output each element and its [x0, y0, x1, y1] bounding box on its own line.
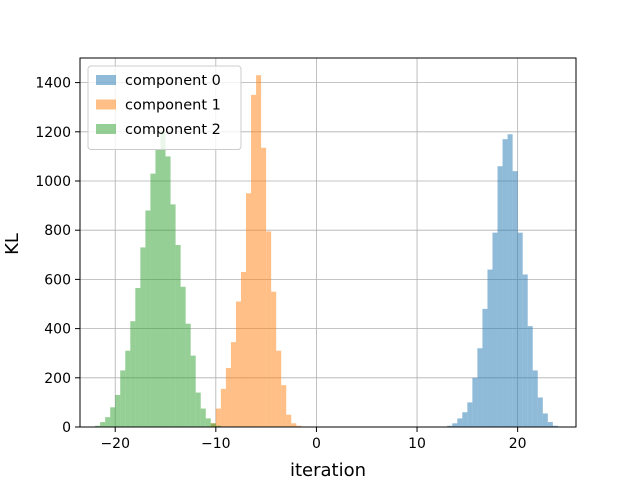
histogram-bar [537, 397, 543, 427]
histogram-bar [251, 94, 257, 428]
histogram-bar [482, 308, 488, 427]
histogram-bar [542, 413, 548, 427]
histogram-bar [120, 370, 126, 427]
histogram-bar [225, 367, 231, 427]
histogram-bar [246, 193, 252, 427]
histogram-bar [130, 321, 136, 427]
histogram-bar [105, 417, 111, 427]
histogram-bar [185, 323, 191, 427]
series-0-bars [447, 134, 558, 428]
y-tick-label: 0 [62, 420, 71, 436]
histogram-bar [200, 408, 206, 427]
histogram-bar [477, 348, 483, 427]
histogram-bar [532, 370, 538, 427]
y-tick-label: 800 [44, 223, 71, 239]
histogram-bar [517, 232, 523, 427]
x-tick-label: 10 [408, 436, 426, 452]
histogram-bar [527, 326, 533, 427]
histogram-bar [472, 377, 478, 427]
histogram-bar [256, 75, 262, 427]
histogram-bar [165, 156, 171, 427]
histogram-bar [220, 388, 226, 427]
histogram-bar [457, 418, 463, 427]
plot-frame [79, 57, 577, 428]
histogram-bar [135, 288, 141, 427]
x-tick-label: −10 [201, 436, 231, 452]
histogram-bar [462, 412, 468, 427]
histogram-bar [215, 425, 221, 427]
x-tick-label: −20 [100, 436, 130, 452]
histogram-bar [230, 342, 236, 427]
histogram-bar [125, 350, 131, 427]
histogram-bar [276, 350, 282, 427]
legend-swatch [96, 75, 116, 85]
histogram-bar [110, 407, 116, 427]
y-tick-label: 200 [44, 371, 71, 387]
legend-label: component 1 [125, 98, 221, 114]
histogram-bar [240, 272, 247, 427]
legend-box [87, 65, 242, 150]
x-axis-label: iteration [290, 460, 366, 480]
legend-label: component 0 [125, 73, 221, 89]
histogram-bar [150, 173, 156, 427]
bars-layer [95, 75, 558, 428]
histogram-bar [512, 171, 518, 427]
y-tick-label: 1200 [35, 125, 71, 141]
histogram-bar [452, 423, 458, 427]
histogram-bar [281, 385, 287, 427]
histogram-bar [170, 204, 176, 427]
histogram-bar [160, 131, 166, 428]
histogram-bar [95, 425, 101, 427]
legend-swatch [96, 99, 116, 110]
histogram-bar [100, 422, 106, 427]
histogram-bar [145, 210, 151, 427]
histogram-bar [467, 402, 473, 427]
histogram-bar [291, 423, 297, 427]
histogram-bar [547, 422, 553, 427]
histogram-bar [235, 301, 241, 427]
y-tick-label: 1000 [35, 174, 71, 190]
histogram-bar [507, 134, 513, 427]
histogram-bar [215, 408, 221, 427]
y-axis-label: KL [2, 233, 23, 255]
histogram-bar [286, 414, 292, 427]
histogram-bar [296, 425, 302, 427]
histogram-bar [271, 291, 277, 427]
histogram-bar [140, 247, 146, 427]
histogram-bar [155, 149, 161, 427]
y-tick-label: 600 [44, 272, 71, 288]
histogram-bar [502, 139, 508, 427]
histogram-bar [522, 274, 528, 427]
legend-swatch [96, 124, 116, 134]
histogram-bar [552, 425, 558, 427]
histogram-bar [210, 423, 216, 427]
histogram-bar [190, 355, 196, 427]
series-1-bars [210, 75, 302, 428]
x-tick-label: 0 [312, 436, 321, 452]
histogram-bar [487, 269, 493, 427]
histogram-bar [261, 147, 267, 428]
x-tick-label: 20 [509, 436, 527, 452]
histogram-bar [195, 392, 201, 427]
series-2-bars [95, 131, 221, 428]
legend: component 0 component 1 component 2 [87, 65, 242, 150]
y-tick-label: 1400 [35, 76, 71, 92]
histogram-bar [447, 425, 453, 427]
histogram-bar [175, 244, 181, 427]
histogram-bar [497, 166, 503, 428]
legend-label: component 2 [125, 122, 221, 138]
histogram-bar [180, 286, 186, 427]
histogram-bar [115, 395, 121, 427]
histogram-bar [266, 231, 272, 427]
y-tick-label: 400 [44, 322, 71, 338]
histogram-bar [205, 418, 211, 427]
histogram-bar [492, 232, 498, 427]
